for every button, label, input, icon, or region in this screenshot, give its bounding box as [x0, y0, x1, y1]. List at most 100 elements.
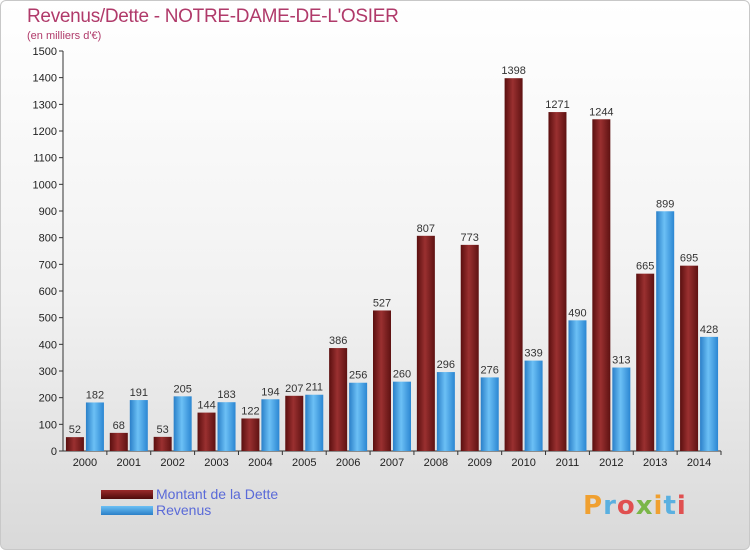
bar-revenus	[568, 320, 587, 451]
bar-revenus	[305, 394, 324, 451]
x-tick-label: 2003	[204, 457, 228, 469]
x-tick-label: 2000	[73, 457, 97, 469]
bar-dette	[285, 395, 304, 451]
y-tick-label: 600	[39, 286, 57, 298]
x-tick-label: 2011	[556, 457, 580, 469]
logo-letter: r	[603, 491, 617, 521]
data-label-dette: 807	[417, 223, 435, 235]
x-tick-label: 2007	[380, 457, 404, 469]
y-tick-label: 900	[39, 206, 57, 218]
data-label-dette: 386	[329, 335, 347, 347]
data-label-revenus: 296	[437, 359, 455, 371]
data-label-dette: 144	[197, 400, 215, 412]
y-tick-label: 200	[39, 393, 57, 405]
bars	[65, 78, 719, 452]
bar-revenus	[261, 399, 280, 451]
data-label-revenus: 191	[130, 387, 148, 399]
logo-letter: o	[616, 491, 636, 521]
y-tick-label: 100	[39, 419, 57, 431]
x-tick-label: 2001	[117, 457, 141, 469]
y-tick-label: 700	[39, 259, 57, 271]
data-label-dette: 665	[636, 261, 654, 273]
bar-dette	[680, 265, 699, 451]
bar-dette	[329, 348, 348, 451]
bar-dette	[504, 78, 523, 451]
bar-revenus	[524, 360, 543, 451]
data-label-dette: 68	[113, 420, 125, 432]
x-tick-label: 2013	[643, 457, 667, 469]
data-label-revenus: 256	[349, 370, 367, 382]
bar-dette	[636, 273, 655, 451]
legend-label-dette: Montant de la Dette	[156, 486, 279, 502]
x-tick-label: 2004	[248, 457, 272, 469]
axes: 0 100 200 300 400 500 600 700 800 900 1000 1100 1200…	[33, 46, 722, 469]
data-label-revenus: 428	[700, 324, 718, 336]
data-label-dette: 1398	[501, 65, 525, 77]
y-tick-label: 1200	[33, 126, 57, 138]
bar-dette	[65, 437, 84, 451]
data-label-revenus: 194	[261, 386, 279, 398]
logo-letter: P	[583, 491, 604, 521]
y-tick-label: 1300	[33, 99, 57, 111]
x-tick-label: 2012	[599, 457, 623, 469]
x-tick-label: 2006	[336, 457, 360, 469]
logo-letter: t	[663, 491, 677, 521]
y-tick-label: 400	[39, 339, 57, 351]
bar-dette	[241, 418, 260, 451]
data-label-revenus: 205	[173, 383, 191, 395]
data-label-revenus: 490	[568, 307, 586, 319]
y-tick-label: 1000	[33, 179, 57, 191]
data-label-revenus: 899	[656, 198, 674, 210]
logo-letter: i	[676, 491, 687, 521]
data-label-revenus: 339	[524, 348, 542, 360]
bar-dette	[153, 436, 172, 451]
bar-dette	[592, 119, 611, 452]
bar-dette	[197, 412, 216, 451]
data-label-dette: 122	[241, 405, 259, 417]
y-tick-label: 1100	[33, 153, 57, 165]
legend-swatch-dette	[101, 490, 153, 499]
x-tick-label: 2002	[160, 457, 184, 469]
x-tick-label: 2014	[687, 457, 711, 469]
bar-dette	[416, 235, 435, 451]
data-label-revenus: 260	[393, 369, 411, 381]
proxiti-logo: Proxiti	[583, 491, 687, 521]
bar-dette	[373, 310, 391, 451]
bar-revenus	[656, 211, 675, 451]
bar-revenus	[129, 400, 148, 451]
data-label-dette: 52	[69, 424, 81, 436]
bar-revenus	[217, 402, 236, 451]
x-tick-label: 2005	[292, 457, 316, 469]
legend-swatch-revenus	[101, 506, 153, 515]
data-label-dette: 1271	[545, 99, 569, 111]
bar-revenus	[173, 396, 192, 451]
y-tick-label: 1400	[33, 73, 57, 85]
data-label-dette: 695	[680, 253, 698, 265]
bar-revenus	[700, 336, 719, 451]
x-tick-label: 2010	[511, 457, 535, 469]
bar-revenus	[480, 377, 499, 451]
y-tick-label: 0	[51, 446, 57, 458]
data-label-dette: 527	[373, 297, 391, 309]
x-tick-label: 2009	[467, 457, 491, 469]
legend-label-revenus: Revenus	[156, 502, 212, 518]
logo-letter: x	[635, 491, 654, 521]
data-label-revenus: 182	[86, 389, 104, 401]
bar-dette	[109, 432, 128, 451]
data-label-revenus: 211	[305, 382, 323, 394]
bar-revenus	[393, 381, 411, 451]
chart-title: Revenus/Dette - NOTRE-DAME-DE-L'OSIER	[27, 6, 399, 27]
y-tick-label: 800	[39, 233, 57, 245]
bar-dette	[548, 112, 567, 452]
bar-revenus	[612, 367, 631, 451]
y-tick-label: 1500	[33, 46, 57, 58]
y-tick-label: 500	[39, 313, 57, 325]
bar-revenus	[85, 402, 104, 451]
bar-revenus	[436, 372, 455, 451]
data-label-revenus: 183	[217, 389, 235, 401]
data-label-dette: 53	[157, 424, 169, 436]
bar-dette	[460, 244, 479, 451]
